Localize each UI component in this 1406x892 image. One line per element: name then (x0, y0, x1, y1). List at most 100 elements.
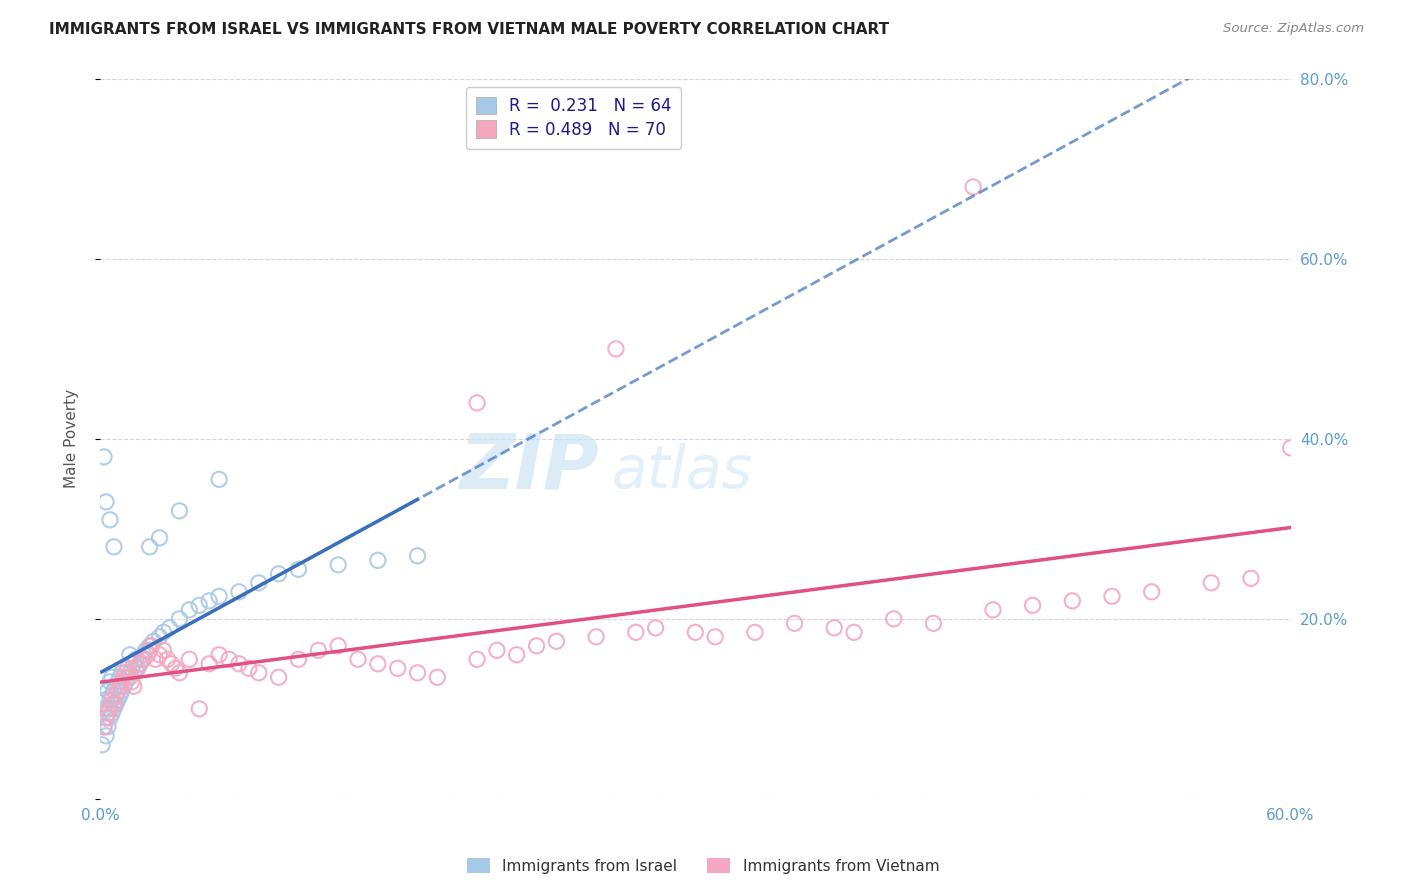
Point (111, 683, 134, 698)
Point (118, 665, 141, 680)
Point (165, 661, 187, 675)
Point (103, 683, 125, 698)
Point (465, 652, 488, 666)
Point (842, 625, 865, 640)
Point (122, 657, 145, 671)
Point (1062, 594, 1084, 608)
Point (138, 639, 160, 653)
Point (198, 657, 221, 671)
Point (148, 531, 170, 545)
Point (347, 652, 370, 666)
Point (962, 180, 984, 194)
Point (1021, 599, 1043, 613)
Point (103, 540, 125, 554)
Point (108, 670, 131, 684)
Point (141, 639, 163, 653)
Point (506, 648, 529, 662)
Point (125, 652, 148, 666)
Point (981, 603, 1004, 617)
Point (526, 639, 548, 653)
Point (1101, 590, 1123, 604)
Point (94, 693, 117, 707)
Legend: R =  0.231   N = 64, R = 0.489   N = 70: R = 0.231 N = 64, R = 0.489 N = 70 (465, 87, 682, 149)
Point (111, 665, 134, 680)
Point (883, 612, 905, 626)
Point (136, 648, 159, 662)
Y-axis label: Male Poverty: Male Poverty (65, 389, 79, 489)
Point (98, 674, 121, 689)
Point (406, 549, 429, 563)
Point (238, 661, 260, 675)
Point (128, 657, 150, 671)
Point (93, 720, 115, 734)
Text: IMMIGRANTS FROM ISRAEL VS IMMIGRANTS FROM VIETNAM MALE POVERTY CORRELATION CHART: IMMIGRANTS FROM ISRAEL VS IMMIGRANTS FRO… (49, 22, 890, 37)
Point (108, 688, 131, 702)
Point (93, 450, 115, 464)
Point (685, 625, 707, 640)
Point (267, 566, 290, 581)
Point (122, 679, 145, 693)
Point (169, 612, 191, 626)
Point (267, 670, 290, 684)
Point (644, 621, 666, 635)
Point (156, 652, 179, 666)
Point (145, 652, 167, 666)
Point (208, 472, 231, 486)
Point (426, 670, 449, 684)
Point (169, 504, 191, 518)
Point (783, 616, 806, 631)
Point (159, 621, 181, 635)
Point (823, 621, 845, 635)
Point (103, 702, 125, 716)
Point (104, 688, 127, 702)
Point (128, 657, 150, 671)
Point (121, 674, 143, 689)
Point (111, 674, 134, 689)
Point (132, 648, 155, 662)
Point (121, 661, 143, 675)
Point (97, 683, 120, 698)
Point (93, 702, 115, 716)
Point (101, 693, 124, 707)
Point (287, 562, 309, 576)
Point (142, 634, 165, 648)
Point (169, 665, 191, 680)
Point (94, 711, 117, 725)
Point (132, 652, 155, 666)
Point (744, 625, 766, 640)
Point (922, 616, 945, 631)
Point (112, 679, 135, 693)
Point (605, 342, 627, 356)
Point (101, 706, 124, 721)
Point (103, 698, 125, 712)
Point (107, 674, 129, 689)
Point (307, 643, 329, 657)
Point (104, 698, 127, 712)
Point (624, 625, 647, 640)
Point (97, 720, 120, 734)
Point (247, 665, 270, 680)
Point (107, 683, 129, 698)
Point (107, 693, 129, 707)
Point (179, 603, 201, 617)
Point (160, 657, 183, 671)
Point (117, 670, 139, 684)
Point (138, 643, 160, 657)
Point (485, 643, 508, 657)
Point (328, 639, 350, 653)
Point (115, 674, 138, 689)
Point (127, 661, 149, 675)
Point (93, 720, 115, 734)
Point (406, 665, 429, 680)
Point (208, 648, 231, 662)
Point (91, 738, 114, 752)
Point (1140, 584, 1163, 599)
Point (104, 679, 127, 693)
Point (1279, 441, 1302, 455)
Point (101, 670, 124, 684)
Point (108, 679, 131, 693)
Point (118, 648, 141, 662)
Point (367, 553, 389, 567)
Point (94, 495, 117, 509)
Point (465, 396, 488, 410)
